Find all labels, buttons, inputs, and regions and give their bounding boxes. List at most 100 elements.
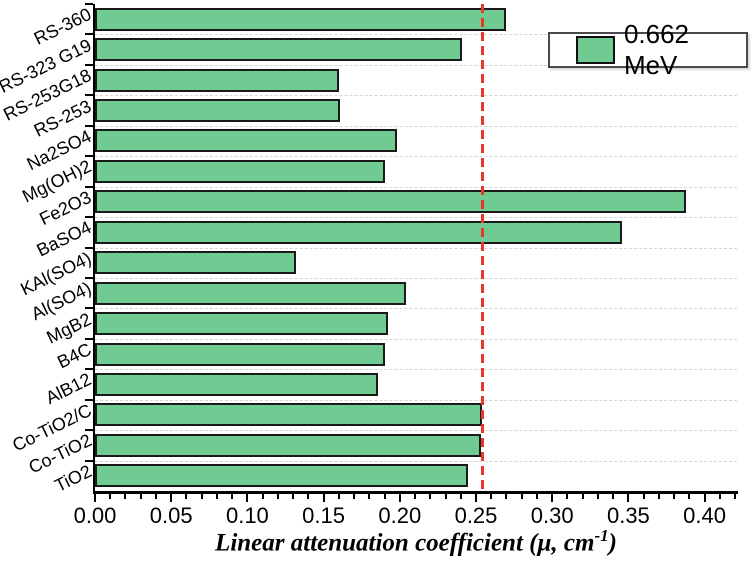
x-axis-minor-tick <box>231 494 234 499</box>
x-axis-title: Linear attenuation coefficient (μ, cm-1) <box>95 526 737 557</box>
y-axis-tick <box>85 63 93 66</box>
x-axis-minor-tick <box>383 494 386 499</box>
x-axis-minor-tick <box>109 494 112 499</box>
legend-label: 0.662 MeV <box>623 19 690 80</box>
x-axis-minor-tick <box>200 494 203 499</box>
y-axis-tick <box>85 94 93 97</box>
bar-MgB2 <box>95 312 388 336</box>
x-axis-title-superscript: -1 <box>594 526 609 545</box>
bar-Co-TiO2 <box>95 433 481 457</box>
gridline <box>95 95 737 97</box>
gridline <box>95 64 737 66</box>
x-axis-minor-tick <box>337 494 340 499</box>
x-axis-tick-label: 0.30 <box>530 503 574 528</box>
x-axis-minor-tick <box>688 494 691 499</box>
x-axis-minor-tick <box>566 494 569 499</box>
x-axis-minor-tick <box>124 494 127 499</box>
x-axis-minor-tick <box>261 494 264 499</box>
x-axis-minor-tick <box>642 494 645 499</box>
gridline <box>95 186 737 188</box>
x-axis-minor-tick <box>612 494 615 499</box>
x-axis-minor-tick <box>353 494 356 499</box>
x-axis-tick-label: 0.25 <box>454 503 498 528</box>
x-axis-minor-tick <box>505 494 508 499</box>
x-axis-tick-label: 0.40 <box>683 503 726 528</box>
x-axis-minor-tick <box>581 494 584 499</box>
gridline <box>95 34 737 36</box>
y-axis-tick <box>85 398 93 401</box>
plot-area <box>95 4 737 491</box>
bar-RS-360 <box>95 7 506 31</box>
x-axis-minor-tick <box>657 494 660 499</box>
gridline <box>95 430 737 432</box>
y-axis-tick <box>85 276 93 279</box>
y-axis-tick <box>85 185 93 188</box>
y-axis-tick <box>85 459 93 462</box>
x-axis-minor-tick <box>292 494 295 499</box>
x-axis-minor-tick <box>673 494 676 499</box>
x-axis-major-tick <box>322 494 325 502</box>
bar-Mg(OH)2 <box>95 159 385 183</box>
x-axis-minor-tick <box>535 494 538 499</box>
x-axis-title-suffix: ) <box>608 529 617 557</box>
y-axis-tick <box>85 155 93 158</box>
y-axis-tick <box>85 124 93 127</box>
x-axis-major-tick <box>475 494 477 502</box>
bar-KAl(SO4) <box>95 251 296 275</box>
y-axis-tick <box>85 368 93 371</box>
x-axis-major-tick <box>551 494 554 502</box>
y-axis-spine <box>93 4 95 492</box>
gridline <box>95 247 737 249</box>
bar-B4C <box>95 342 385 366</box>
bar-RS-323 G19 <box>95 38 462 62</box>
x-axis-minor-tick <box>185 494 188 499</box>
x-axis-minor-tick <box>734 494 737 499</box>
x-axis-tick-label: 0.15 <box>302 503 345 528</box>
x-axis-minor-tick <box>368 494 371 499</box>
gridline <box>95 277 737 279</box>
bar-Na2SO4 <box>95 129 397 153</box>
x-axis-minor-tick <box>215 494 218 499</box>
x-axis-minor-tick <box>276 494 279 499</box>
gridline <box>95 156 737 158</box>
x-axis-minor-tick <box>459 494 462 499</box>
x-axis-minor-tick <box>718 494 721 499</box>
x-axis-major-tick <box>703 494 706 502</box>
x-axis-minor-tick <box>414 494 417 499</box>
bar-RS-253 <box>95 99 340 123</box>
gridline <box>95 217 737 219</box>
bar-TiO2 <box>95 464 468 488</box>
x-axis-tick-label: 0.05 <box>149 503 193 528</box>
x-axis-title-text: Linear attenuation coefficient (μ, cm <box>215 529 595 557</box>
y-axis-tick <box>85 246 93 249</box>
x-axis-major-tick <box>94 494 96 502</box>
y-axis-tick <box>85 3 93 5</box>
bar-Fe2O3 <box>95 190 686 214</box>
legend: 0.662 MeV <box>548 19 748 80</box>
x-axis-major-tick <box>627 494 630 502</box>
bar-RS-253G18 <box>95 68 339 92</box>
bar-BaSO4 <box>95 220 622 244</box>
x-axis-tick-label: 0.00 <box>73 503 117 528</box>
x-axis-tick-label: 0.20 <box>378 503 422 528</box>
x-axis-major-tick <box>246 494 249 502</box>
gridline <box>95 125 737 127</box>
y-axis-tick <box>85 33 93 36</box>
y-axis-tick <box>85 216 93 219</box>
gridline <box>95 308 737 310</box>
x-axis-minor-tick <box>596 494 599 499</box>
x-axis-tick-label: 0.10 <box>225 503 269 528</box>
x-axis-minor-tick <box>490 494 493 499</box>
y-axis-tick <box>85 337 93 340</box>
bar-AlB12 <box>95 372 378 396</box>
x-axis-line <box>93 491 738 494</box>
x-axis-minor-tick <box>444 494 447 499</box>
y-axis-tick <box>85 429 93 432</box>
reference-line <box>481 4 484 491</box>
bar-Co-TiO2/C <box>95 403 482 427</box>
bar-Al(SO4) <box>95 281 406 305</box>
x-axis-major-tick <box>170 494 173 502</box>
x-axis-minor-tick <box>307 494 310 499</box>
x-axis-minor-tick <box>139 494 142 499</box>
